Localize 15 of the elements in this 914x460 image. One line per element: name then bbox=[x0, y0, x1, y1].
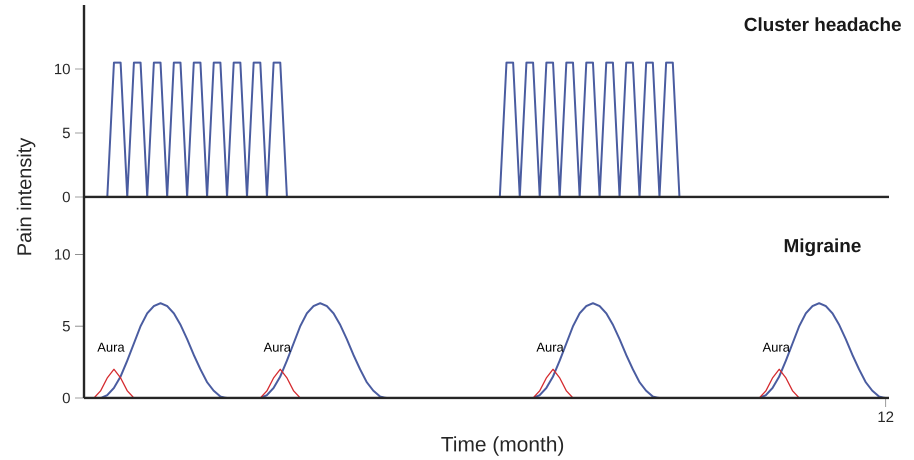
y-tick-label: 0 bbox=[62, 192, 70, 202]
y-tick-label: 5 bbox=[62, 320, 70, 332]
annotation: Aura bbox=[97, 342, 125, 352]
annotation: Aura bbox=[762, 342, 790, 352]
x-axis-title: Time (month) bbox=[441, 436, 564, 456]
text: Cluster headache bbox=[744, 17, 901, 32]
annotation: Aura bbox=[264, 342, 291, 352]
y-tick-label: 10 bbox=[55, 64, 70, 74]
y-tick-label: 10 bbox=[55, 249, 70, 260]
annotation: Aura bbox=[536, 342, 564, 352]
y-tick-label: 5 bbox=[62, 128, 70, 138]
x-tick-label: 12 bbox=[878, 412, 894, 422]
text: Migraine bbox=[784, 238, 861, 256]
y-tick-label: 0 bbox=[62, 392, 70, 404]
y-axis-title: Pain intensity bbox=[16, 138, 36, 255]
